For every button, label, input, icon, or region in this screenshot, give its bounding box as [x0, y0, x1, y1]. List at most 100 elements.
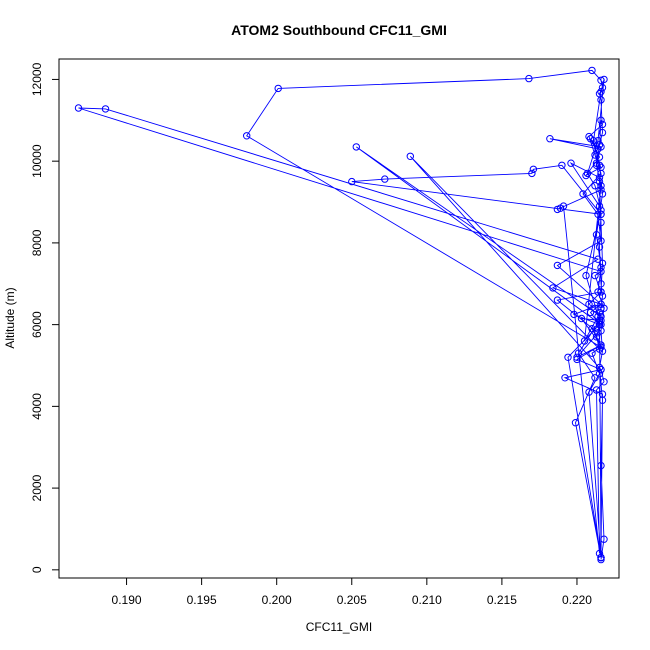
data-point [592, 159, 601, 167]
x-tick-label: 0.195 [187, 593, 217, 607]
data-point [594, 329, 602, 337]
data-point [597, 116, 605, 125]
data-point [595, 177, 604, 186]
data-point [595, 153, 604, 161]
data-point [595, 243, 604, 251]
data-point [597, 461, 605, 470]
data-point [571, 419, 580, 427]
data-point [558, 161, 566, 170]
data-point [546, 135, 554, 143]
y-tick-label: 4000 [30, 393, 44, 420]
data-point [597, 288, 605, 296]
data-point [597, 280, 605, 288]
data-point [586, 308, 595, 317]
x-tick-label: 0.190 [112, 593, 142, 607]
data-point [592, 161, 601, 170]
y-tick-label: 12000 [30, 62, 44, 96]
data-point [243, 132, 251, 140]
data-point [588, 325, 596, 333]
data-point [597, 304, 605, 312]
data-point [597, 267, 605, 276]
data-point [595, 141, 604, 149]
data-point [594, 288, 602, 296]
data-point [528, 169, 536, 178]
x-tick-label: 0.210 [412, 593, 442, 607]
data-point [595, 173, 604, 182]
data-point [586, 135, 595, 143]
data-point [592, 231, 601, 239]
data-point [595, 549, 604, 558]
data-point [597, 76, 605, 85]
data-point [585, 132, 593, 141]
data-point [598, 390, 607, 398]
x-tick-label: 0.215 [487, 593, 517, 607]
data-point [564, 353, 572, 361]
data-point [600, 535, 608, 543]
data-point [597, 320, 605, 329]
data-point [591, 374, 599, 382]
y-axis: 0 2000 4000 6000 8000 10000 12000 [30, 62, 60, 573]
x-tick-label: 0.220 [562, 593, 592, 607]
chart-title: ATOM2 Southbound CFC11_GMI [231, 22, 447, 38]
data-point [553, 296, 562, 304]
data-point [582, 171, 590, 180]
data-point [600, 75, 608, 84]
y-tick-label: 2000 [30, 474, 44, 501]
y-tick-label: 8000 [30, 229, 44, 256]
data-point [595, 345, 604, 353]
data-point [580, 337, 589, 345]
data-point [597, 341, 605, 349]
y-tick-label: 6000 [30, 311, 44, 338]
data-point [595, 202, 604, 210]
data-point [573, 353, 581, 361]
data-point [585, 300, 593, 308]
data-point [352, 143, 360, 151]
x-tick-label: 0.205 [337, 593, 367, 607]
data-point [597, 182, 605, 190]
data-point [597, 365, 605, 374]
data-point [101, 105, 110, 113]
data-point [600, 378, 608, 386]
data-point [597, 210, 605, 219]
data-point [570, 310, 578, 319]
data-point [597, 316, 605, 325]
data-point [594, 137, 602, 145]
data-point [348, 177, 356, 186]
data-point [597, 312, 605, 321]
data-point [573, 355, 581, 364]
series-layer [74, 66, 608, 564]
data-point [588, 66, 596, 75]
data-point [274, 84, 282, 93]
data-point [525, 74, 533, 83]
data-point [598, 259, 607, 267]
data-point [597, 96, 605, 104]
data-point [585, 388, 593, 396]
data-point [597, 343, 605, 351]
data-point [406, 152, 414, 161]
x-axis: 0.190 0.195 0.200 0.205 0.210 0.215 0.220 [112, 577, 592, 607]
series-line [78, 69, 605, 560]
data-point [592, 333, 601, 341]
data-point [597, 218, 605, 227]
data-point [549, 284, 557, 292]
data-point [577, 314, 586, 323]
data-point [595, 308, 604, 317]
data-point [598, 83, 607, 92]
plot-frame [58, 58, 620, 579]
data-point [583, 169, 592, 178]
data-point [594, 255, 602, 263]
data-point [597, 143, 605, 151]
data-point [592, 386, 601, 394]
data-point [74, 104, 83, 112]
data-point [582, 271, 590, 280]
data-point [529, 165, 538, 174]
data-point [597, 300, 605, 308]
x-tick-label: 0.200 [262, 593, 292, 607]
data-point [598, 292, 607, 300]
data-point [597, 88, 605, 96]
data-point [381, 175, 389, 183]
data-point [595, 370, 604, 378]
data-point [594, 210, 602, 219]
y-tick-label: 0 [30, 566, 44, 573]
